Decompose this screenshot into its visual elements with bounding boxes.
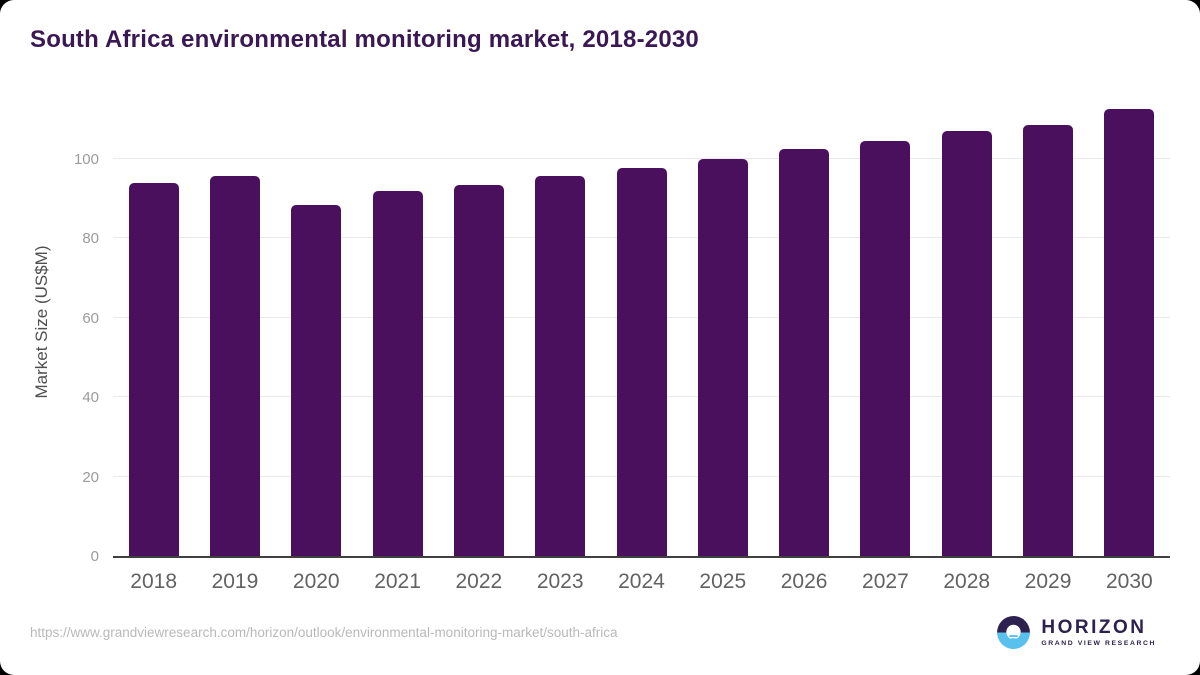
bar-2018: [128, 182, 179, 556]
logo-text: HORIZON GRAND VIEW RESEARCH: [1041, 618, 1156, 647]
gridline-100: [113, 158, 1170, 159]
x-tick-label-2022: 2022: [455, 570, 503, 593]
x-tick-label-2018: 2018: [130, 570, 177, 593]
x-tick-label-2026: 2026: [780, 570, 828, 593]
logo-subtitle: GRAND VIEW RESEARCH: [1041, 639, 1156, 647]
plot-area: 0 20 40 60 80 100 2018 2019 2020 2021 2022 2023 2024…: [74, 95, 1170, 593]
y-tick-label-60: 60: [82, 309, 99, 327]
bar-2029: [1023, 125, 1074, 556]
x-tick-label-2021: 2021: [374, 570, 421, 593]
bar-2024: [616, 167, 667, 556]
x-tick-label-2028: 2028: [943, 570, 991, 593]
y-tick-label-0: 0: [90, 548, 99, 565]
y-axis-title: Market Size (US$M): [32, 245, 51, 399]
y-tick-label-40: 40: [82, 389, 99, 407]
bar-2026: [779, 149, 830, 556]
source-url: https://www.grandviewresearch.com/horizo…: [30, 625, 618, 640]
logo-name: HORIZON: [1041, 617, 1147, 639]
x-tick-label-2025: 2025: [699, 570, 747, 593]
bar-2030: [1104, 109, 1155, 556]
bar-2022: [453, 184, 504, 556]
y-tick-label-100: 100: [73, 151, 99, 168]
horizon-logo-icon: [997, 616, 1031, 649]
bar-2019: [209, 175, 260, 556]
x-tick-label-2019: 2019: [211, 570, 259, 593]
bar-2025: [697, 159, 748, 556]
y-tick-label-20: 20: [82, 468, 99, 486]
x-tick-label-2023: 2023: [536, 570, 584, 593]
bar-2027: [860, 140, 911, 556]
x-tick-label-2027: 2027: [862, 570, 909, 593]
chart-title: South Africa environmental monitoring ma…: [30, 26, 699, 53]
bar-2020: [291, 204, 342, 556]
bar-2023: [535, 176, 586, 556]
horizon-logo: HORIZON GRAND VIEW RESEARCH: [995, 614, 1156, 651]
x-tick-label-2020: 2020: [292, 570, 340, 593]
x-tick-label-2029: 2029: [1024, 570, 1072, 593]
bar-2021: [372, 190, 423, 556]
bar-2028: [941, 131, 992, 556]
x-tick-label-2030: 2030: [1105, 570, 1153, 593]
x-tick-label-2024: 2024: [618, 570, 665, 593]
y-tick-label-80: 80: [82, 230, 99, 248]
